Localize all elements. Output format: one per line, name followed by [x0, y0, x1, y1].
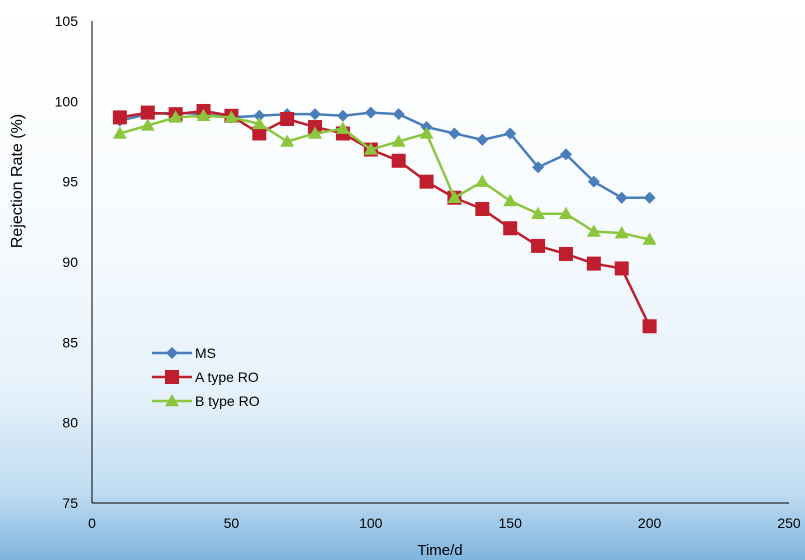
- data-point-b-type-ro: [196, 108, 211, 122]
- tick-labels: 75 80 85 90 95 100 105 0 50 100 150 200 250: [55, 13, 801, 531]
- data-point-ms: [504, 127, 517, 140]
- x-tick-label: 150: [499, 515, 523, 531]
- x-tick-label: 100: [359, 515, 383, 531]
- data-point-b-type-ro: [280, 134, 295, 147]
- legend-item-ms: MS: [152, 345, 216, 361]
- data-point-ms: [476, 133, 489, 146]
- data-point-ms: [253, 109, 266, 122]
- data-point-ms: [364, 106, 377, 119]
- data-point-a-type-ro: [419, 174, 434, 189]
- data-point-a-type-ro: [558, 246, 573, 261]
- legend-marker-b-type-ro: [165, 394, 179, 407]
- data-point-b-type-ro: [140, 118, 155, 131]
- data-point-b-type-ro: [586, 224, 601, 237]
- y-tick-label: 75: [62, 495, 78, 511]
- data-point-ms: [532, 161, 545, 174]
- x-axis-title: Time/d: [417, 542, 462, 559]
- data-point-ms: [336, 109, 349, 122]
- data-point-ms: [309, 108, 322, 121]
- data-point-ms: [392, 108, 405, 121]
- data-point-b-type-ro: [335, 121, 350, 134]
- data-point-b-type-ro: [391, 134, 406, 147]
- legend-label: B type RO: [195, 393, 260, 409]
- data-point-b-type-ro: [224, 110, 239, 123]
- legend-label: MS: [195, 345, 216, 361]
- data-point-b-type-ro: [531, 206, 546, 220]
- data-point-b-type-ro: [447, 190, 462, 203]
- x-tick-label: 250: [777, 515, 801, 531]
- data-point-b-type-ro: [252, 116, 267, 130]
- y-tick-label: 90: [62, 254, 78, 270]
- data-point-b-type-ro: [363, 142, 378, 155]
- legend-item-a-type-ro: A type RO: [152, 369, 259, 385]
- data-point-ms: [448, 127, 461, 140]
- data-point-a-type-ro: [642, 319, 657, 334]
- y-tick-label: 85: [62, 334, 78, 350]
- data-point-ms: [559, 148, 572, 161]
- series-layer: [112, 103, 657, 334]
- data-point-b-type-ro: [419, 126, 434, 139]
- data-point-a-type-ro: [391, 153, 406, 168]
- y-tick-label: 100: [55, 93, 79, 109]
- y-axis-title: Rejection Rate (%): [9, 114, 26, 248]
- data-point-ms: [587, 175, 600, 188]
- data-point-b-type-ro: [308, 126, 323, 139]
- data-point-ms: [643, 191, 656, 204]
- legend-label: A type RO: [195, 369, 259, 385]
- data-point-b-type-ro: [475, 174, 490, 187]
- data-point-ms: [615, 191, 628, 204]
- legend-marker-a-type-ro: [165, 370, 179, 384]
- data-point-b-type-ro: [642, 232, 657, 245]
- y-tick-label: 95: [62, 174, 78, 190]
- series-b-type-ro: [112, 108, 657, 245]
- data-point-a-type-ro: [280, 112, 295, 127]
- x-tick-label: 200: [638, 515, 662, 531]
- data-point-a-type-ro: [112, 110, 127, 125]
- data-point-a-type-ro: [614, 261, 629, 276]
- data-point-a-type-ro: [140, 105, 155, 120]
- legend: MS A type RO B type RO: [152, 345, 260, 409]
- data-point-a-type-ro: [503, 221, 518, 236]
- y-tick-label: 80: [62, 415, 78, 431]
- data-point-b-type-ro: [558, 206, 573, 220]
- data-point-b-type-ro: [112, 126, 127, 139]
- legend-item-b-type-ro: B type RO: [152, 393, 260, 409]
- x-tick-label: 0: [88, 515, 96, 531]
- data-point-a-type-ro: [475, 201, 490, 216]
- data-point-a-type-ro: [586, 256, 601, 271]
- data-point-a-type-ro: [252, 126, 267, 141]
- data-point-b-type-ro: [614, 226, 629, 239]
- axes: [91, 21, 789, 504]
- data-point-b-type-ro: [168, 110, 183, 123]
- data-point-a-type-ro: [531, 238, 546, 253]
- series-line-b-type-ro: [119, 114, 650, 241]
- x-tick-label: 50: [224, 515, 240, 531]
- y-tick-label: 105: [55, 13, 79, 29]
- data-point-b-type-ro: [503, 193, 518, 207]
- legend-marker-ms: [166, 347, 178, 359]
